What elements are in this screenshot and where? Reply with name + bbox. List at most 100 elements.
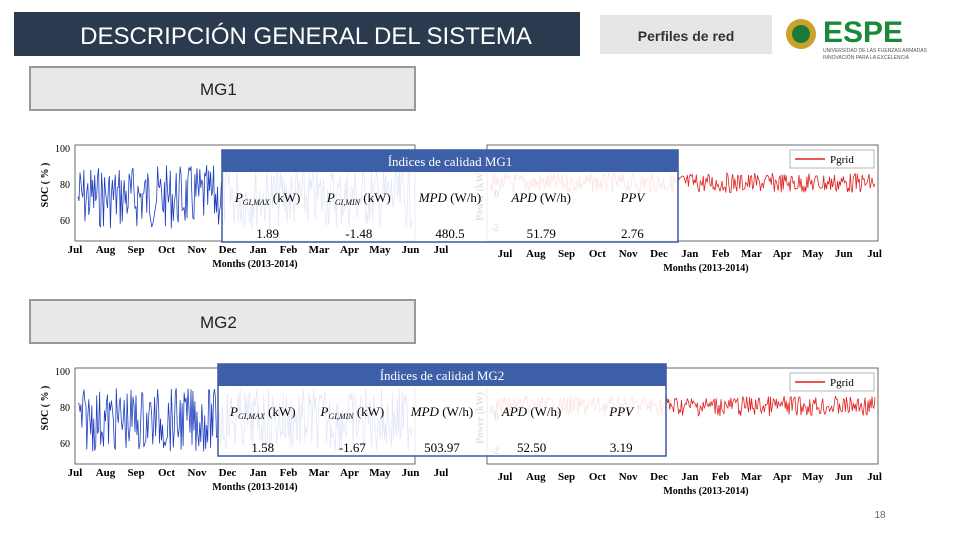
x-tick-label: Feb — [712, 471, 730, 483]
quality-table: Índices de calidad MG2 P GI,MAX (kW) 1.58 PG… — [217, 363, 667, 457]
header-unit: (W/h) — [439, 404, 473, 419]
x-tick-label: Jul — [867, 248, 882, 260]
header-symbol: PPV — [619, 190, 646, 205]
nav-button-label[interactable]: Perfiles de red — [638, 28, 735, 44]
section-label: MG1 — [200, 80, 237, 99]
table-cell: -1.67 — [339, 440, 367, 455]
table-title-bar — [222, 150, 678, 172]
header-unit: (kW) — [265, 404, 296, 419]
x-tick-label: Jul — [434, 467, 449, 479]
x-tick-label: Jul — [434, 244, 449, 256]
x-tick-label: Oct — [589, 471, 606, 483]
header-subscript: GI,MIN — [328, 412, 354, 421]
table-cell: 52.50 — [517, 440, 546, 455]
x-tick-label: Jan — [681, 248, 698, 260]
x-tick-label: Oct — [589, 248, 606, 260]
column-header: MPD (W/h) — [410, 404, 473, 419]
x-tick-label: Mar — [309, 467, 330, 479]
x-tick-label: Jul — [498, 248, 513, 260]
header-symbol: APD — [510, 190, 537, 205]
logo-line: INNOVACIÓN PARA LA EXCELENCIA — [823, 54, 910, 61]
column-header: APD (W/h) — [510, 190, 571, 205]
table-cell: 480.5 — [435, 226, 464, 241]
x-tick-label: May — [802, 248, 824, 260]
x-tick-label: Aug — [96, 467, 116, 479]
header-unit: (kW) — [360, 190, 391, 205]
x-tick-label: Aug — [526, 471, 546, 483]
column-header: PGI,MIN (kW) — [326, 190, 391, 207]
header-subscript: GI,MAX — [238, 412, 266, 421]
table-title-bar — [218, 364, 666, 386]
column-header: PGI,MIN (kW) — [320, 404, 385, 421]
nav-button[interactable] — [600, 15, 772, 54]
x-tick-label: Jun — [835, 248, 853, 260]
x-tick-label: Sep — [127, 467, 144, 479]
header-symbol: P — [320, 404, 329, 419]
x-tick-label: Apr — [773, 471, 792, 483]
y-tick-label: 60 — [60, 439, 70, 450]
x-tick-label: Dec — [650, 248, 668, 260]
x-tick-label: Nov — [188, 244, 207, 256]
section: MG2 100 80 60 SOC ( % ) Jul Aug Sep Oct Nov Dec Jan… — [29, 299, 882, 497]
header-symbol: P — [326, 190, 335, 205]
table-cell: 1.89 — [256, 226, 279, 241]
x-tick-label: Sep — [558, 471, 575, 483]
legend-label: Pgrid — [830, 154, 854, 166]
x-tick-label: May — [802, 471, 824, 483]
x-tick-label: Dec — [219, 244, 237, 256]
x-tick-label: Apr — [340, 467, 359, 479]
x-tick-label: Dec — [219, 467, 237, 479]
table-cell: 1.58 — [251, 440, 274, 455]
legend-label: Pgrid — [830, 377, 854, 389]
header-unit: (W/h) — [537, 190, 571, 205]
x-tick-label: Nov — [619, 248, 638, 260]
table-cell: -1.48 — [345, 226, 372, 241]
x-tick-label: Mar — [309, 244, 330, 256]
header-symbol: MPD — [418, 190, 448, 205]
slide-title: DESCRIPCIÓN GENERAL DEL SISTEMA — [80, 23, 532, 50]
x-tick-label: May — [369, 244, 391, 256]
x-tick-label: Jun — [402, 244, 420, 256]
x-tick-label: Feb — [280, 467, 298, 479]
y-tick-label: 100 — [55, 144, 70, 155]
logo-line: UNIVERSIDAD DE LAS FUERZAS ARMADAS — [823, 48, 928, 54]
header-unit: (W/h) — [447, 190, 481, 205]
header-unit: (W/h) — [527, 404, 561, 419]
column-header: APD (W/h) — [501, 404, 562, 419]
x-tick-label: Feb — [280, 244, 298, 256]
x-tick-label: Oct — [158, 244, 175, 256]
x-tick-label: Jan — [249, 244, 266, 256]
logo-name: ESPE — [823, 16, 903, 49]
table-cell: 51.79 — [527, 226, 556, 241]
column-header: PGI,MAX (kW) — [234, 190, 301, 207]
x-tick-label: Sep — [558, 248, 575, 260]
x-tick-label: Apr — [340, 244, 359, 256]
page-number: 18 — [874, 510, 886, 521]
x-tick-label: Jun — [402, 467, 420, 479]
x-tick-label: Jan — [249, 467, 266, 479]
x-tick-label: May — [369, 467, 391, 479]
x-tick-label: Sep — [127, 244, 144, 256]
header-unit: (kW) — [354, 404, 385, 419]
header-unit: (kW) — [270, 190, 301, 205]
x-axis-label: Months (2013-2014) — [663, 486, 748, 497]
y-tick-label: 80 — [60, 403, 70, 414]
x-tick-label: Aug — [96, 244, 116, 256]
table-cell: 3.19 — [610, 440, 633, 455]
x-tick-label: Jan — [681, 471, 698, 483]
header-symbol: PPV — [608, 404, 635, 419]
x-tick-label: Oct — [158, 467, 175, 479]
table-cell: 2.76 — [621, 226, 644, 241]
logo: ESPE UNIVERSIDAD DE LAS FUERZAS ARMADAS … — [786, 16, 928, 61]
x-tick-label: Jul — [68, 244, 83, 256]
table-title: Índices de calidad MG2 — [380, 368, 505, 383]
x-tick-label: Aug — [526, 248, 546, 260]
legend-box — [789, 149, 875, 169]
section: MG1 100 80 60 SOC ( % ) Jul Aug Sep Oct Nov Dec Jan… — [29, 66, 882, 274]
logo-emblem-inner — [792, 25, 810, 43]
section-label-box — [29, 299, 416, 344]
x-axis-label: Months (2013-2014) — [212, 482, 297, 493]
y-tick-label: 60 — [60, 216, 70, 227]
title-bar — [14, 12, 580, 56]
